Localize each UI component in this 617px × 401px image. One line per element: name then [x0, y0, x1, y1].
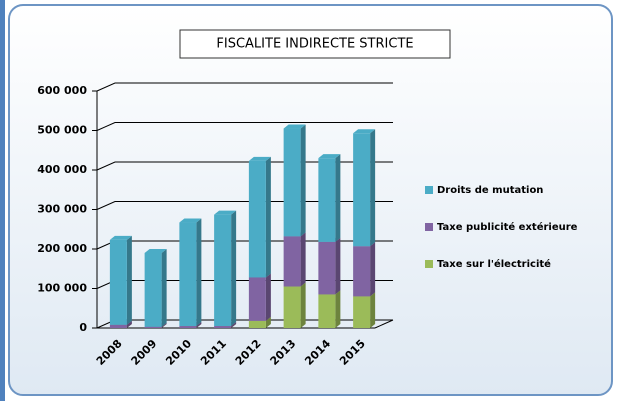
y-tick-label: 100 000 — [37, 282, 87, 295]
bar — [283, 236, 301, 287]
bar — [318, 241, 336, 295]
bar-side — [335, 237, 341, 295]
bar-side — [370, 129, 376, 247]
legend-label: Taxe sur l'électricité — [437, 258, 551, 270]
y-tick-label: 500 000 — [37, 124, 87, 137]
bar-side — [126, 320, 132, 328]
bar-side — [300, 124, 306, 237]
bar-side — [161, 248, 167, 327]
legend-label: Taxe publicité extérieure — [437, 221, 578, 233]
bar — [109, 239, 127, 325]
bar — [179, 222, 197, 327]
bar-top — [179, 218, 202, 223]
bar-side — [161, 322, 167, 328]
y-tick-label: 400 000 — [37, 163, 87, 176]
bar-side — [265, 316, 271, 328]
bar — [283, 128, 301, 237]
bar-side — [300, 232, 306, 287]
bar-side — [335, 290, 341, 328]
bar — [248, 320, 266, 328]
bar-top — [248, 156, 271, 161]
bar — [318, 294, 336, 328]
bar-top — [214, 210, 237, 215]
legend-label: Droits de mutation — [437, 185, 543, 196]
bar-top — [353, 129, 376, 134]
bar-side — [231, 210, 237, 327]
bar-top — [283, 124, 306, 129]
bar-side — [300, 282, 306, 328]
bar-side — [126, 235, 132, 325]
bar-top — [144, 248, 167, 253]
bar-side — [335, 154, 341, 242]
bar-side — [196, 218, 202, 327]
chart-title: FISCALITE INDIRECTE STRICTE — [216, 37, 413, 52]
legend-swatch — [425, 223, 433, 231]
bar-side — [370, 292, 376, 328]
bar-side — [265, 156, 271, 278]
y-tick-label: 200 000 — [37, 242, 87, 255]
bar — [318, 158, 336, 242]
bar — [353, 296, 371, 328]
bar — [214, 214, 232, 327]
bar-side — [265, 273, 271, 321]
bar — [214, 326, 232, 328]
y-tick-label: 600 000 — [37, 84, 87, 97]
bar — [179, 326, 197, 328]
bar — [248, 160, 266, 278]
title-box — [179, 29, 451, 59]
bar — [109, 324, 127, 328]
bar — [353, 246, 371, 297]
bar — [283, 286, 301, 328]
left-strip — [0, 0, 5, 401]
chart-frame — [8, 4, 613, 396]
bar — [144, 252, 162, 327]
bar — [248, 277, 266, 321]
bar-side — [196, 322, 202, 328]
bar — [353, 133, 371, 247]
y-tick-label: 300 000 — [37, 203, 87, 216]
x-axis-depth — [374, 319, 394, 329]
legend-swatch — [425, 260, 433, 268]
bar — [144, 326, 162, 328]
bar-top — [109, 235, 132, 240]
legend-swatch — [425, 186, 433, 194]
y-tick-label: 0 — [79, 321, 87, 334]
bar-top — [318, 154, 341, 159]
grid-line — [96, 122, 393, 131]
bar-side — [231, 322, 237, 328]
grid-line — [96, 82, 393, 92]
bar-side — [370, 242, 376, 297]
